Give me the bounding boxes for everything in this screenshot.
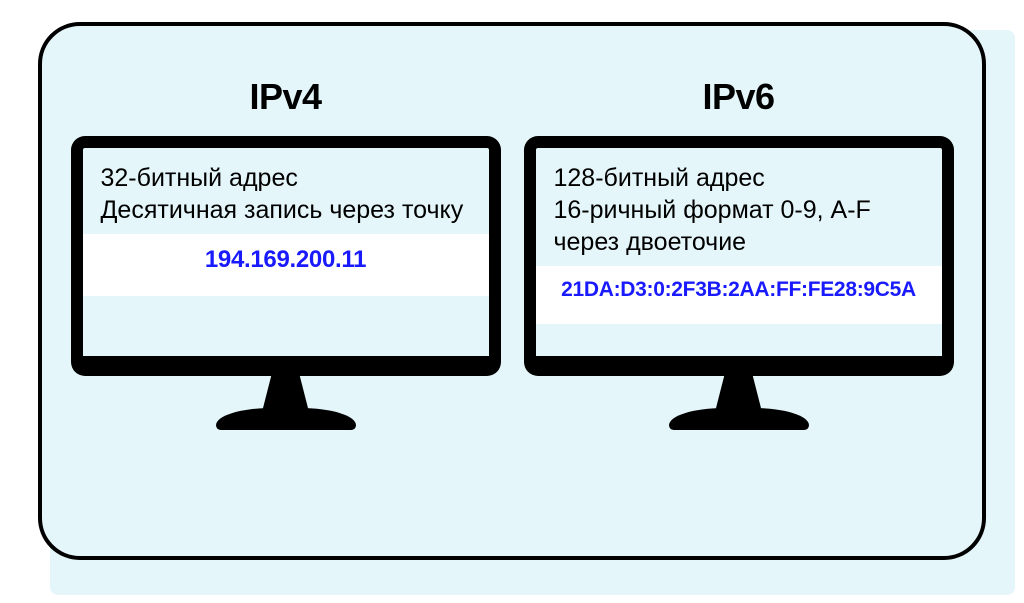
ipv6-screen: 128-битный адрес 16-ричный формат 0-9, A… xyxy=(524,136,954,376)
ipv6-monitor: 128-битный адрес 16-ричный формат 0-9, A… xyxy=(524,136,954,430)
ipv4-stand xyxy=(71,374,501,430)
ipv4-monitor: 32-битный адрес Десятичная запись через … xyxy=(71,136,501,430)
ipv4-desc-line2: Десятичная запись через точку xyxy=(101,196,464,224)
ipv4-column: IPv4 32-битный адрес Десятичная запись ч… xyxy=(70,76,501,430)
ipv6-description: 128-битный адрес 16-ричный формат 0-9, A… xyxy=(536,148,942,266)
ipv6-stand-neck xyxy=(716,374,762,410)
ipv4-desc-line1: 32-битный адрес xyxy=(101,164,298,192)
ipv4-stand-neck xyxy=(263,374,309,410)
infographic-container: IPv4 32-битный адрес Десятичная запись ч… xyxy=(38,22,986,560)
ipv6-desc-line1: 128-битный адрес xyxy=(554,164,765,192)
columns-row: IPv4 32-битный адрес Десятичная запись ч… xyxy=(42,26,982,430)
ipv4-stand-base xyxy=(216,408,356,430)
ipv6-stand xyxy=(524,374,954,430)
ipv4-address: 194.169.200.11 xyxy=(83,234,489,296)
ipv6-column: IPv6 128-битный адрес 16-ричный формат 0… xyxy=(523,76,954,430)
ipv6-address: 21DA:D3:0:2F3B:2AA:FF:FE28:9C5A xyxy=(536,266,942,324)
ipv6-title: IPv6 xyxy=(702,76,774,118)
ipv6-stand-base xyxy=(669,408,809,430)
ipv6-monitor-wrap: 128-битный адрес 16-ричный формат 0-9, A… xyxy=(523,136,954,430)
ipv4-description: 32-битный адрес Десятичная запись через … xyxy=(83,148,489,234)
ipv6-desc-line2: 16-ричный формат 0-9, A-F через двоеточи… xyxy=(554,196,871,256)
ipv4-title: IPv4 xyxy=(249,76,321,118)
ipv4-screen: 32-битный адрес Десятичная запись через … xyxy=(71,136,501,376)
ipv4-monitor-wrap: 32-битный адрес Десятичная запись через … xyxy=(70,136,501,430)
